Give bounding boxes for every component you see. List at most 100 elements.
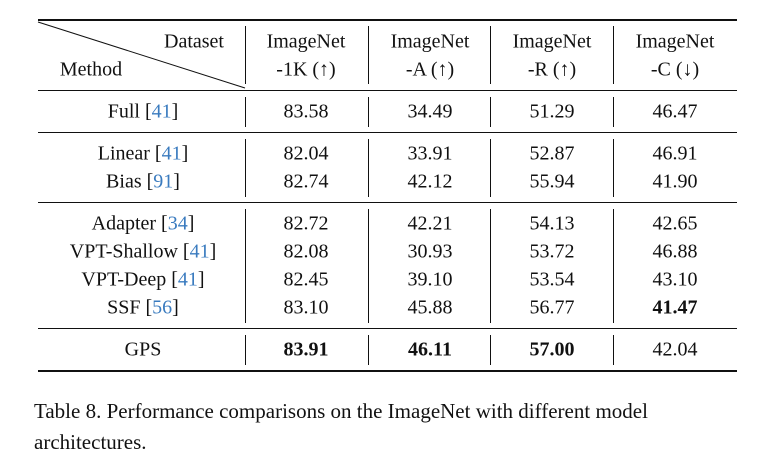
citation: 41 <box>177 268 198 291</box>
column-separator <box>245 209 246 323</box>
header-method: Method <box>59 58 123 81</box>
method-text: ] <box>197 268 205 291</box>
value-cell: 42.04 <box>652 338 698 361</box>
column-header: ImageNet <box>635 30 715 53</box>
column-separator <box>490 335 491 365</box>
method-text: Linear [ <box>97 142 162 165</box>
citation: 56 <box>152 296 173 319</box>
header-dataset: Dataset <box>164 30 224 53</box>
method-text: Full [ <box>107 100 152 123</box>
column-separator <box>613 97 614 127</box>
method-text: Adapter [ <box>91 212 168 235</box>
value-cell: 82.74 <box>283 170 329 193</box>
method-cell: VPT-Shallow [41] <box>70 241 217 264</box>
value-cell: 82.08 <box>283 240 329 263</box>
method-text: GPS <box>124 338 162 361</box>
column-separator <box>368 209 369 323</box>
value-cell: 43.10 <box>652 268 698 291</box>
rule <box>38 19 737 21</box>
column-separator <box>368 335 369 365</box>
method-text: SSF [ <box>107 296 153 319</box>
column-separator <box>613 209 614 323</box>
citation: 41 <box>189 240 210 263</box>
rule <box>38 90 737 91</box>
column-header: -R (↑) <box>527 58 577 81</box>
value-cell: 41.47 <box>652 296 698 319</box>
column-separator <box>245 335 246 365</box>
value-cell: 82.72 <box>283 212 329 235</box>
column-separator <box>613 139 614 197</box>
column-separator <box>245 97 246 127</box>
column-separator <box>490 97 491 127</box>
method-text: VPT-Shallow [ <box>69 240 190 263</box>
column-separator <box>490 139 491 197</box>
value-cell: 42.65 <box>652 212 698 235</box>
method-text: ] <box>173 170 180 193</box>
method-text: ] <box>181 142 189 165</box>
value-cell: 53.54 <box>529 268 575 291</box>
column-header: -A (↑) <box>405 58 455 81</box>
header-diagonal <box>37 21 246 89</box>
column-separator <box>490 26 491 84</box>
column-separator <box>245 139 246 197</box>
rule <box>38 132 737 133</box>
column-header: ImageNet <box>266 30 346 53</box>
value-cell: 51.29 <box>529 100 575 123</box>
value-cell: 33.91 <box>407 142 453 165</box>
method-text: ] <box>209 240 217 263</box>
value-cell: 54.13 <box>529 212 575 235</box>
citation: 34 <box>167 212 188 235</box>
column-separator <box>490 209 491 323</box>
column-header: -1K (↑) <box>276 58 336 81</box>
column-header: -C (↓) <box>650 58 700 81</box>
column-separator <box>613 335 614 365</box>
value-cell: 53.72 <box>529 240 575 263</box>
value-cell: 83.10 <box>283 296 329 319</box>
rule <box>38 328 737 329</box>
value-cell: 46.91 <box>652 142 698 165</box>
value-cell: 39.10 <box>407 268 453 291</box>
value-cell: 56.77 <box>529 296 575 319</box>
method-cell: Linear [41] <box>98 143 189 166</box>
column-header: ImageNet <box>512 30 592 53</box>
column-separator <box>368 26 369 84</box>
method-text: ] <box>171 100 179 123</box>
method-text: ] <box>172 296 179 319</box>
citation: 41 <box>161 142 182 165</box>
value-cell: 83.58 <box>283 100 329 123</box>
value-cell: 52.87 <box>529 142 575 165</box>
method-text: VPT-Deep [ <box>81 268 178 291</box>
method-text: ] <box>187 212 195 235</box>
method-cell: Full [41] <box>108 101 179 124</box>
method-cell: Adapter [34] <box>92 213 195 236</box>
value-cell: 55.94 <box>529 170 575 193</box>
value-cell: 82.04 <box>283 142 329 165</box>
method-cell: Bias [91] <box>106 171 180 194</box>
column-separator <box>368 97 369 127</box>
column-separator <box>613 26 614 84</box>
rule <box>38 202 737 203</box>
value-cell: 82.45 <box>283 268 329 291</box>
value-cell: 83.91 <box>283 338 329 361</box>
citation: 41 <box>151 100 172 123</box>
value-cell: 42.21 <box>407 212 453 235</box>
value-cell: 57.00 <box>529 338 575 361</box>
value-cell: 45.88 <box>407 296 453 319</box>
method-cell: SSF [56] <box>107 297 179 320</box>
value-cell: 34.49 <box>407 100 453 123</box>
method-cell: GPS <box>125 339 162 362</box>
column-separator <box>368 139 369 197</box>
value-cell: 41.90 <box>652 170 698 193</box>
rule <box>38 370 737 372</box>
method-cell: VPT-Deep [41] <box>81 269 204 292</box>
value-cell: 30.93 <box>407 240 453 263</box>
value-cell: 46.88 <box>652 240 698 263</box>
value-cell: 46.47 <box>652 100 698 123</box>
caption: Table 8. Performance comparisons on the … <box>34 399 648 454</box>
value-cell: 42.12 <box>407 170 453 193</box>
column-header: ImageNet <box>390 30 470 53</box>
column-separator <box>245 26 246 84</box>
citation: 91 <box>153 170 174 193</box>
